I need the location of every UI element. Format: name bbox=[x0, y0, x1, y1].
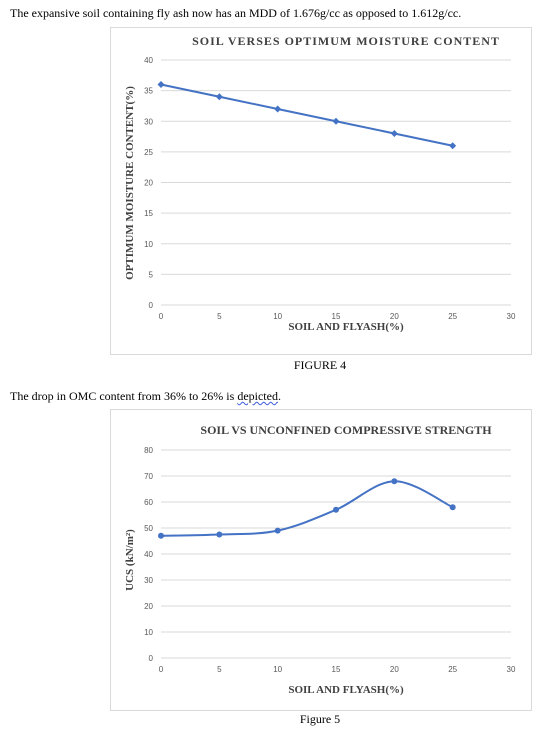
x-tick-label: 25 bbox=[448, 665, 457, 674]
x-tick-label: 10 bbox=[273, 665, 282, 674]
chart-omc: SOIL VERSES OPTIMUM MOISTURE CONTENT 0 5 10… bbox=[124, 34, 516, 333]
y-tick-label: 40 bbox=[144, 550, 153, 559]
x-axis-label: SOIL AND FLYASH(%) bbox=[288, 684, 404, 696]
series-line bbox=[160, 83, 453, 147]
y-tick-label: 35 bbox=[144, 87, 153, 96]
chart-title: SOIL VERSES OPTIMUM MOISTURE CONTENT bbox=[192, 34, 500, 48]
x-tick-label: 25 bbox=[448, 312, 457, 321]
chart-omc-container: SOIL VERSES OPTIMUM MOISTURE CONTENT 0 5 10… bbox=[110, 27, 532, 355]
paragraph-omc-text: The drop in OMC content from 36% to 26% … bbox=[10, 389, 238, 403]
x-axis-label: SOIL AND FLYASH(%) bbox=[288, 321, 404, 333]
figure-5-caption: Figure 5 bbox=[299, 712, 341, 726]
y-tick-label: 30 bbox=[144, 117, 153, 126]
data-point bbox=[449, 142, 457, 150]
y-tick-label: 0 bbox=[149, 654, 154, 663]
paragraph-mdd: The expansive soil containing fly ash no… bbox=[10, 6, 462, 20]
spellcheck-word: depicted bbox=[237, 389, 278, 403]
y-tick-label: 70 bbox=[144, 472, 153, 481]
x-tick-label: 30 bbox=[507, 665, 516, 674]
x-tick-label: 10 bbox=[273, 312, 282, 321]
data-point bbox=[274, 527, 281, 534]
y-tick-label: 0 bbox=[149, 301, 154, 310]
data-point bbox=[391, 478, 398, 485]
chart-ucs: SOIL VS UNCONFINED COMPRESSIVE STRENGTH 0… bbox=[124, 423, 516, 696]
y-tick-label: 30 bbox=[144, 576, 153, 585]
data-point bbox=[449, 504, 456, 511]
data-point bbox=[158, 532, 164, 539]
x-tick-label: 0 bbox=[159, 665, 164, 674]
y-tick-label: 15 bbox=[144, 209, 153, 218]
data-point bbox=[157, 81, 165, 88]
x-tick-label: 5 bbox=[217, 312, 222, 321]
x-tick-label: 30 bbox=[507, 312, 516, 321]
chart-title: SOIL VS UNCONFINED COMPRESSIVE STRENGTH bbox=[200, 423, 492, 437]
y-tick-label: 20 bbox=[144, 179, 153, 188]
y-tick-label: 10 bbox=[144, 240, 153, 249]
data-point bbox=[274, 105, 282, 113]
y-tick-label: 20 bbox=[144, 602, 153, 611]
data-point bbox=[215, 93, 223, 101]
paragraph-end: . bbox=[277, 389, 281, 403]
y-tick-label: 10 bbox=[144, 628, 153, 637]
y-tick-label: 50 bbox=[144, 524, 153, 533]
y-tick-label: 25 bbox=[144, 148, 153, 157]
x-tick-label: 15 bbox=[332, 312, 341, 321]
chart-ucs-container: SOIL VS UNCONFINED COMPRESSIVE STRENGTH 0… bbox=[110, 409, 532, 711]
x-tick-label: 15 bbox=[332, 665, 341, 674]
data-point bbox=[332, 117, 340, 125]
y-tick-label: 40 bbox=[144, 56, 153, 65]
data-point bbox=[216, 531, 223, 538]
y-axis-label: UCS (kN/m²) bbox=[124, 529, 136, 591]
data-point bbox=[390, 130, 398, 137]
y-tick-label: 5 bbox=[149, 270, 154, 279]
x-tick-label: 20 bbox=[390, 665, 399, 674]
y-tick-label: 60 bbox=[144, 498, 153, 507]
data-point bbox=[333, 506, 339, 513]
paragraph-omc-drop: The drop in OMC content from 36% to 26% … bbox=[10, 389, 281, 404]
x-tick-label: 20 bbox=[390, 312, 399, 321]
y-tick-label: 80 bbox=[144, 446, 153, 455]
x-tick-label: 5 bbox=[217, 665, 222, 674]
y-axis-label: OPTIMUM MOISTURE CONTENT(%) bbox=[124, 86, 136, 280]
figure-4-caption: FIGURE 4 bbox=[293, 358, 347, 372]
x-tick-label: 0 bbox=[159, 312, 164, 321]
